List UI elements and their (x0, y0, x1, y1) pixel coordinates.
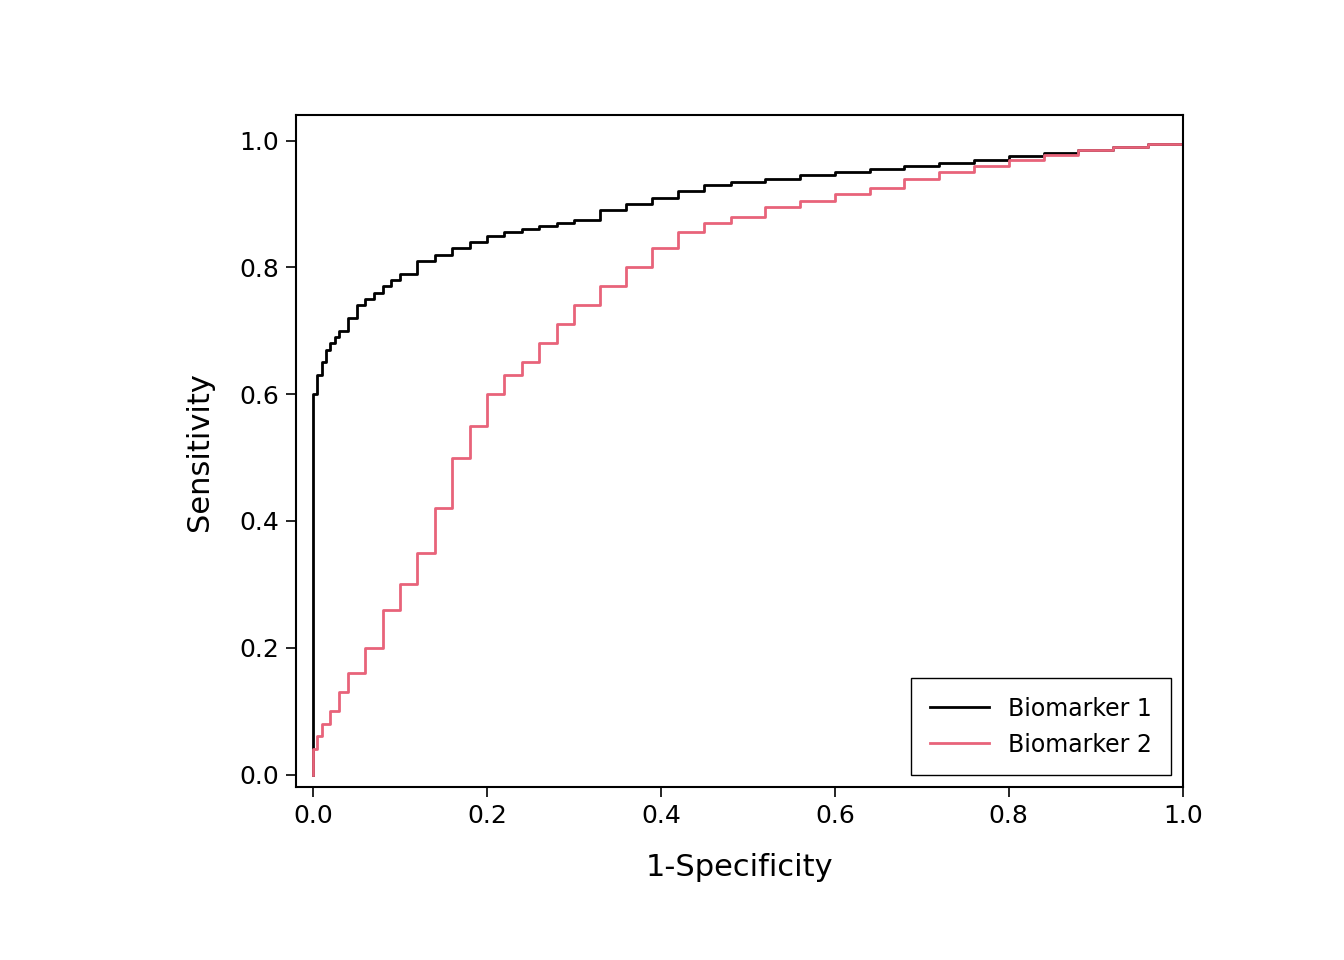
Biomarker 2 (305, 769, 321, 780)
Biomarker 1 (383, 280, 399, 292)
Biomarker 2 (531, 357, 547, 369)
Biomarker 1 (331, 325, 347, 337)
X-axis label: 1-Specificity: 1-Specificity (645, 852, 833, 882)
Biomarker 2 (513, 370, 530, 381)
Biomarker 1 (358, 300, 374, 311)
Y-axis label: Sensitivity: Sensitivity (185, 372, 214, 531)
Legend: Biomarker 1, Biomarker 2: Biomarker 1, Biomarker 2 (911, 678, 1171, 776)
Line: Biomarker 2: Biomarker 2 (313, 140, 1183, 775)
Biomarker 1 (531, 224, 547, 235)
Biomarker 2 (618, 261, 634, 273)
Biomarker 1 (461, 236, 477, 248)
Biomarker 2 (461, 452, 477, 464)
Biomarker 2 (461, 420, 477, 432)
Biomarker 1 (1175, 134, 1191, 146)
Biomarker 1 (305, 769, 321, 780)
Biomarker 1 (896, 160, 913, 172)
Line: Biomarker 1: Biomarker 1 (313, 140, 1183, 775)
Biomarker 2 (375, 642, 391, 654)
Biomarker 2 (1175, 134, 1191, 146)
